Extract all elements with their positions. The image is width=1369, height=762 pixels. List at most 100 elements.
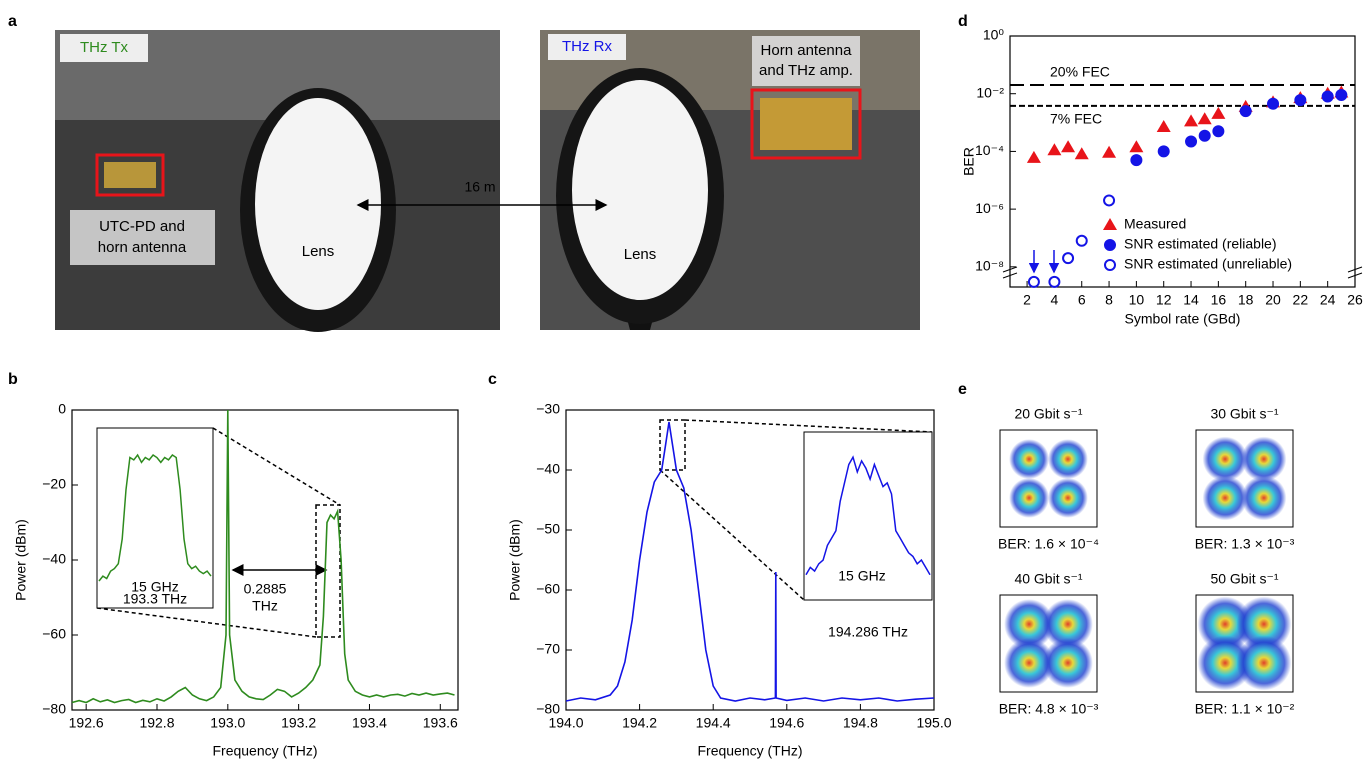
y-tick-label: −70 bbox=[536, 641, 560, 657]
constellation-cluster bbox=[1009, 439, 1050, 480]
y-axis-label: Power (dBm) bbox=[13, 519, 29, 601]
marker bbox=[1130, 154, 1143, 167]
x-tick-label: 2 bbox=[1023, 292, 1031, 308]
rx-device: Horn antenna bbox=[761, 42, 853, 59]
marker bbox=[1074, 147, 1089, 160]
tx-device: UTC-PD and bbox=[99, 218, 185, 235]
x-tick-label: 192.6 bbox=[69, 715, 104, 731]
label-box bbox=[60, 34, 148, 62]
constellation-ber: BER: 1.3 × 10⁻³ bbox=[1195, 536, 1295, 552]
highlight-box bbox=[750, 88, 862, 160]
y-tick-label: −40 bbox=[536, 461, 560, 477]
device bbox=[760, 98, 852, 150]
x-tick-label: 22 bbox=[1293, 292, 1309, 308]
panel-label: d bbox=[958, 13, 968, 30]
panel-label: e bbox=[958, 381, 967, 398]
constellation-ber: BER: 1.6 × 10⁻⁴ bbox=[998, 536, 1099, 552]
spectrum-line bbox=[565, 421, 935, 702]
panel-label: c bbox=[488, 371, 497, 388]
marker bbox=[1239, 105, 1252, 118]
lens bbox=[572, 80, 708, 300]
y-tick-label: −20 bbox=[42, 476, 66, 492]
annotation: THz bbox=[252, 598, 278, 614]
marker bbox=[1294, 94, 1307, 107]
x-tick-label: 193.6 bbox=[423, 715, 458, 731]
y-tick-label: −60 bbox=[536, 581, 560, 597]
marker bbox=[1129, 140, 1144, 153]
annotation: 0.2885 bbox=[244, 581, 287, 597]
y-tick-label: 10⁻⁸ bbox=[975, 258, 1004, 274]
constellation-ber: BER: 4.8 × 10⁻³ bbox=[999, 701, 1099, 717]
constellation-cluster bbox=[1197, 596, 1253, 652]
marker bbox=[1267, 97, 1280, 110]
inset-annotation: 15 GHz bbox=[838, 568, 885, 584]
x-tick-label: 26 bbox=[1347, 292, 1363, 308]
constellation-cluster bbox=[1004, 637, 1055, 688]
marker bbox=[1103, 194, 1116, 207]
label-box bbox=[548, 34, 626, 60]
constellation-cluster bbox=[1241, 475, 1287, 521]
x-tick-label: 18 bbox=[1238, 292, 1254, 308]
zoom-box bbox=[659, 419, 686, 471]
y-tick-label: −50 bbox=[536, 521, 560, 537]
x-tick-label: 10 bbox=[1129, 292, 1145, 308]
marker bbox=[1062, 252, 1075, 265]
x-tick-label: 194.6 bbox=[769, 715, 804, 731]
x-tick-label: 193.2 bbox=[281, 715, 316, 731]
constellation-title: 40 Gbit s⁻¹ bbox=[1014, 571, 1082, 587]
rx-device: and THz amp. bbox=[759, 62, 853, 79]
legend-marker bbox=[1103, 218, 1117, 230]
x-tick-label: 194.4 bbox=[696, 715, 731, 731]
legend-marker bbox=[1104, 239, 1116, 251]
x-axis-label: Frequency (THz) bbox=[212, 743, 317, 759]
x-tick-label: 194.0 bbox=[548, 715, 583, 731]
constellation-title: 20 Gbit s⁻¹ bbox=[1014, 406, 1082, 422]
spectrum-line bbox=[71, 409, 455, 704]
label-box bbox=[752, 36, 860, 86]
inset-annotation: 15 GHz bbox=[131, 579, 178, 595]
x-tick-label: 4 bbox=[1051, 292, 1059, 308]
constellation-ber: BER: 1.1 × 10⁻² bbox=[1195, 701, 1295, 717]
zoom-line bbox=[684, 419, 933, 433]
marker bbox=[1321, 90, 1334, 103]
inset-frame bbox=[96, 427, 214, 609]
plot-frame bbox=[1009, 35, 1356, 288]
panel-label: b bbox=[8, 371, 18, 388]
constellation-cluster bbox=[1009, 477, 1050, 518]
panel-label: a bbox=[8, 13, 17, 30]
constellation-title: 50 Gbit s⁻¹ bbox=[1210, 571, 1278, 587]
marker bbox=[1184, 114, 1199, 127]
lens-label: Lens bbox=[624, 246, 657, 263]
legend-label: SNR estimated (unreliable) bbox=[1124, 256, 1292, 272]
x-axis-label: Symbol rate (GBd) bbox=[1125, 311, 1241, 327]
x-tick-label: 193.4 bbox=[352, 715, 387, 731]
tx-title: THz Tx bbox=[80, 39, 129, 56]
constellation-cluster bbox=[1202, 436, 1248, 482]
marker bbox=[1185, 135, 1198, 148]
y-tick-label: 0 bbox=[58, 401, 66, 417]
x-tick-label: 192.8 bbox=[139, 715, 174, 731]
x-tick-label: 194.2 bbox=[622, 715, 657, 731]
y-tick-label: −60 bbox=[42, 626, 66, 642]
tx-device: horn antenna bbox=[98, 239, 187, 256]
marker bbox=[1048, 275, 1061, 288]
marker bbox=[1197, 112, 1212, 125]
inset-annotation: 193.3 THz bbox=[123, 591, 187, 607]
y-tick-label: −40 bbox=[42, 551, 66, 567]
x-tick-label: 12 bbox=[1156, 292, 1172, 308]
constellation-cluster bbox=[1202, 475, 1248, 521]
y-tick-label: −80 bbox=[42, 701, 66, 717]
legend-label: SNR estimated (reliable) bbox=[1124, 236, 1277, 252]
marker bbox=[1335, 89, 1348, 102]
x-tick-label: 16 bbox=[1211, 292, 1227, 308]
y-tick-label: 10⁰ bbox=[983, 27, 1005, 43]
y-axis-label: Power (dBm) bbox=[507, 519, 523, 601]
x-tick-label: 8 bbox=[1105, 292, 1113, 308]
inset-line bbox=[805, 455, 931, 576]
threshold-label: 7% FEC bbox=[1050, 111, 1102, 127]
marker bbox=[1102, 145, 1117, 158]
y-tick-label: −80 bbox=[536, 701, 560, 717]
x-tick-label: 24 bbox=[1320, 292, 1336, 308]
x-tick-label: 193.0 bbox=[210, 715, 245, 731]
marker bbox=[1026, 150, 1041, 163]
